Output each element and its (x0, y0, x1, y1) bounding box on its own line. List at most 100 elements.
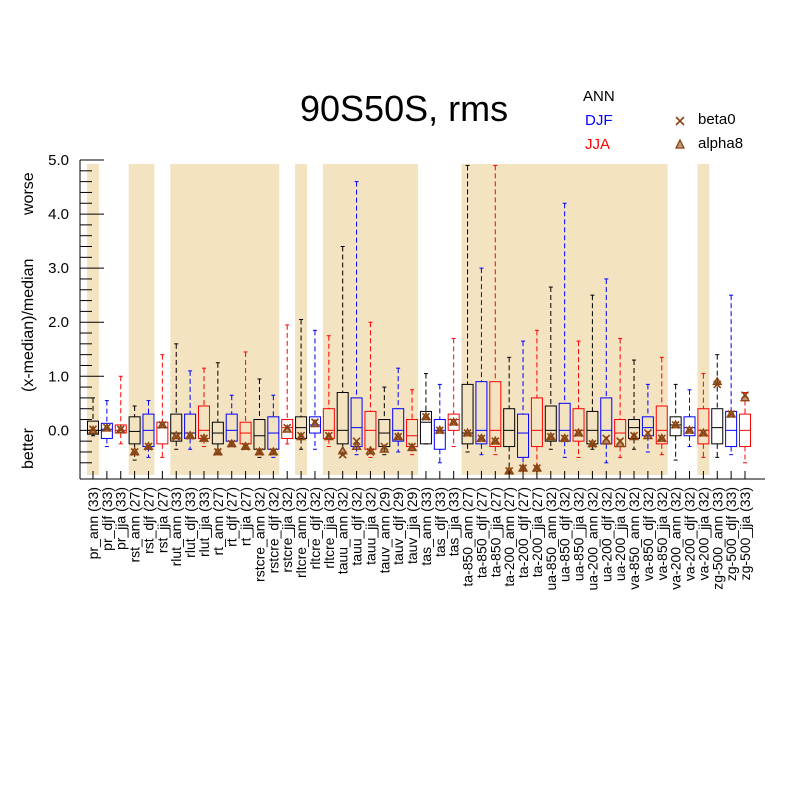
alpha8-marker (323, 431, 334, 441)
alpha8-marker (365, 445, 376, 455)
season-label-jja: JJA (585, 136, 611, 153)
box (392, 408, 405, 442)
y-tick-label: 4.0 (48, 206, 69, 223)
x-tick-label: tauu_jja (32) (362, 487, 378, 565)
x-tick-label: ta-850_djf (27) (473, 487, 489, 578)
shaded-region (322, 164, 418, 475)
x-tick-label: tauu_djf (32) (349, 487, 365, 566)
box (669, 416, 682, 437)
box (281, 419, 294, 439)
y-tick-label: 3.0 (48, 260, 69, 277)
x-tick-label: va-200_djf (32) (682, 487, 698, 581)
shaded-region (128, 164, 155, 475)
x-tick-label: ta-200_djf (27) (515, 487, 531, 578)
x-tick-label: va-850_jja (32) (654, 487, 670, 580)
legend-label-alpha8: alpha8 (698, 135, 744, 152)
alpha8-marker (101, 422, 113, 432)
x-tick-label: tas_ann (33) (418, 487, 434, 566)
alpha8-marker (198, 433, 210, 442)
alpha8-marker (184, 430, 196, 440)
alpha8-marker (642, 430, 654, 440)
box (655, 405, 668, 445)
box (433, 419, 446, 450)
x-tick-label: ta-850_ann (27) (460, 487, 476, 587)
x-tick-label: ta-850_jja (27) (487, 487, 503, 577)
beta0-marker (352, 437, 361, 446)
x-tick-label: zg-500_jja (33) (737, 487, 753, 580)
x-tick-label: ua-200_jja (32) (612, 487, 628, 581)
shaded-region (87, 164, 99, 475)
box (683, 416, 696, 437)
x-tick-label: ua-850_ann (32) (543, 487, 559, 591)
x-tick-label: rst_djf (27) (140, 487, 156, 554)
alpha8-marker (434, 425, 445, 434)
alpha8-marker (309, 418, 321, 428)
alpha8-marker (684, 425, 695, 434)
alpha8-marker (157, 419, 168, 429)
box (711, 408, 724, 445)
x-tick-label: rltcre_jja (32) (321, 487, 337, 569)
x-tick-label: rlut_jja (33) (196, 487, 212, 557)
alpha8-marker (87, 425, 99, 434)
alpha8-marker (129, 446, 140, 456)
x-tick-label: ta-200_ann (27) (501, 487, 517, 587)
x-tick-label: rt_djf (27) (224, 487, 240, 547)
alpha8-marker (406, 442, 418, 452)
legend-label-beta0: beta0 (698, 111, 736, 128)
box (128, 416, 141, 445)
x-tick-label: zg-500_djf (33) (723, 487, 739, 581)
x-tick-label: va-850_djf (32) (640, 487, 656, 581)
alpha8-marker (143, 441, 154, 451)
alpha8-marker (739, 392, 751, 402)
x-tick-label: tas_djf (33) (432, 487, 448, 557)
x-tick-label: tauv_ann (29) (376, 487, 392, 573)
alpha8-marker (698, 427, 709, 437)
x-tick-label: rltcre_djf (32) (307, 487, 323, 569)
alpha8-marker (712, 376, 723, 386)
alpha8-marker (628, 431, 640, 441)
alpha8-marker (268, 446, 279, 456)
alpha8-marker (545, 431, 556, 441)
alpha8-marker (559, 433, 570, 442)
alpha8-marker (601, 435, 612, 445)
y-tick-label: 2.0 (48, 314, 69, 331)
alpha8-marker (531, 462, 543, 472)
chart-title: 90S50S, rms (300, 88, 509, 129)
x-tick-label: ua-200_ann (32) (584, 487, 600, 591)
box (447, 413, 460, 431)
x-tick-label: rstcre_jja (32) (279, 487, 295, 573)
box (170, 413, 183, 442)
alpha8-marker (351, 441, 362, 451)
season-label-djf: DJF (585, 112, 613, 129)
alpha8-marker (573, 427, 584, 437)
season-label-ann: ANN (583, 88, 615, 105)
y-tick-label: 5.0 (48, 152, 69, 169)
box (572, 408, 585, 442)
alpha8-marker (462, 427, 473, 437)
alpha8-marker (615, 438, 626, 448)
alpha8-marker (282, 423, 293, 433)
alpha8-marker (490, 435, 501, 445)
alpha8-marker (656, 433, 667, 442)
alpha8-marker (448, 416, 459, 426)
x-tick-label: va-200_jja (32) (695, 487, 711, 580)
legend-beta0-marker (675, 116, 685, 126)
x-tick-label: ua-200_djf (32) (598, 487, 614, 582)
x-tick-label: rst_ann (27) (127, 487, 143, 562)
alpha8-marker (212, 446, 223, 456)
box (419, 410, 432, 445)
box (489, 381, 502, 448)
legend-alpha8-marker (674, 138, 686, 149)
x-tick-label: ua-850_djf (32) (557, 487, 573, 582)
x-tick-label: rt_ann (27) (210, 487, 226, 555)
shaded-region (697, 164, 710, 475)
alpha8-marker (240, 441, 251, 451)
alpha8-marker (115, 424, 126, 434)
x-tick-label: tauv_djf (29) (390, 487, 406, 565)
box (530, 397, 543, 448)
x-tick-label: rstcre_ann (32) (251, 487, 267, 582)
alpha8-marker (226, 438, 237, 448)
x-tick-label: tas_jja (33) (446, 487, 462, 556)
x-tick-label: zg-500_ann (33) (709, 487, 725, 590)
